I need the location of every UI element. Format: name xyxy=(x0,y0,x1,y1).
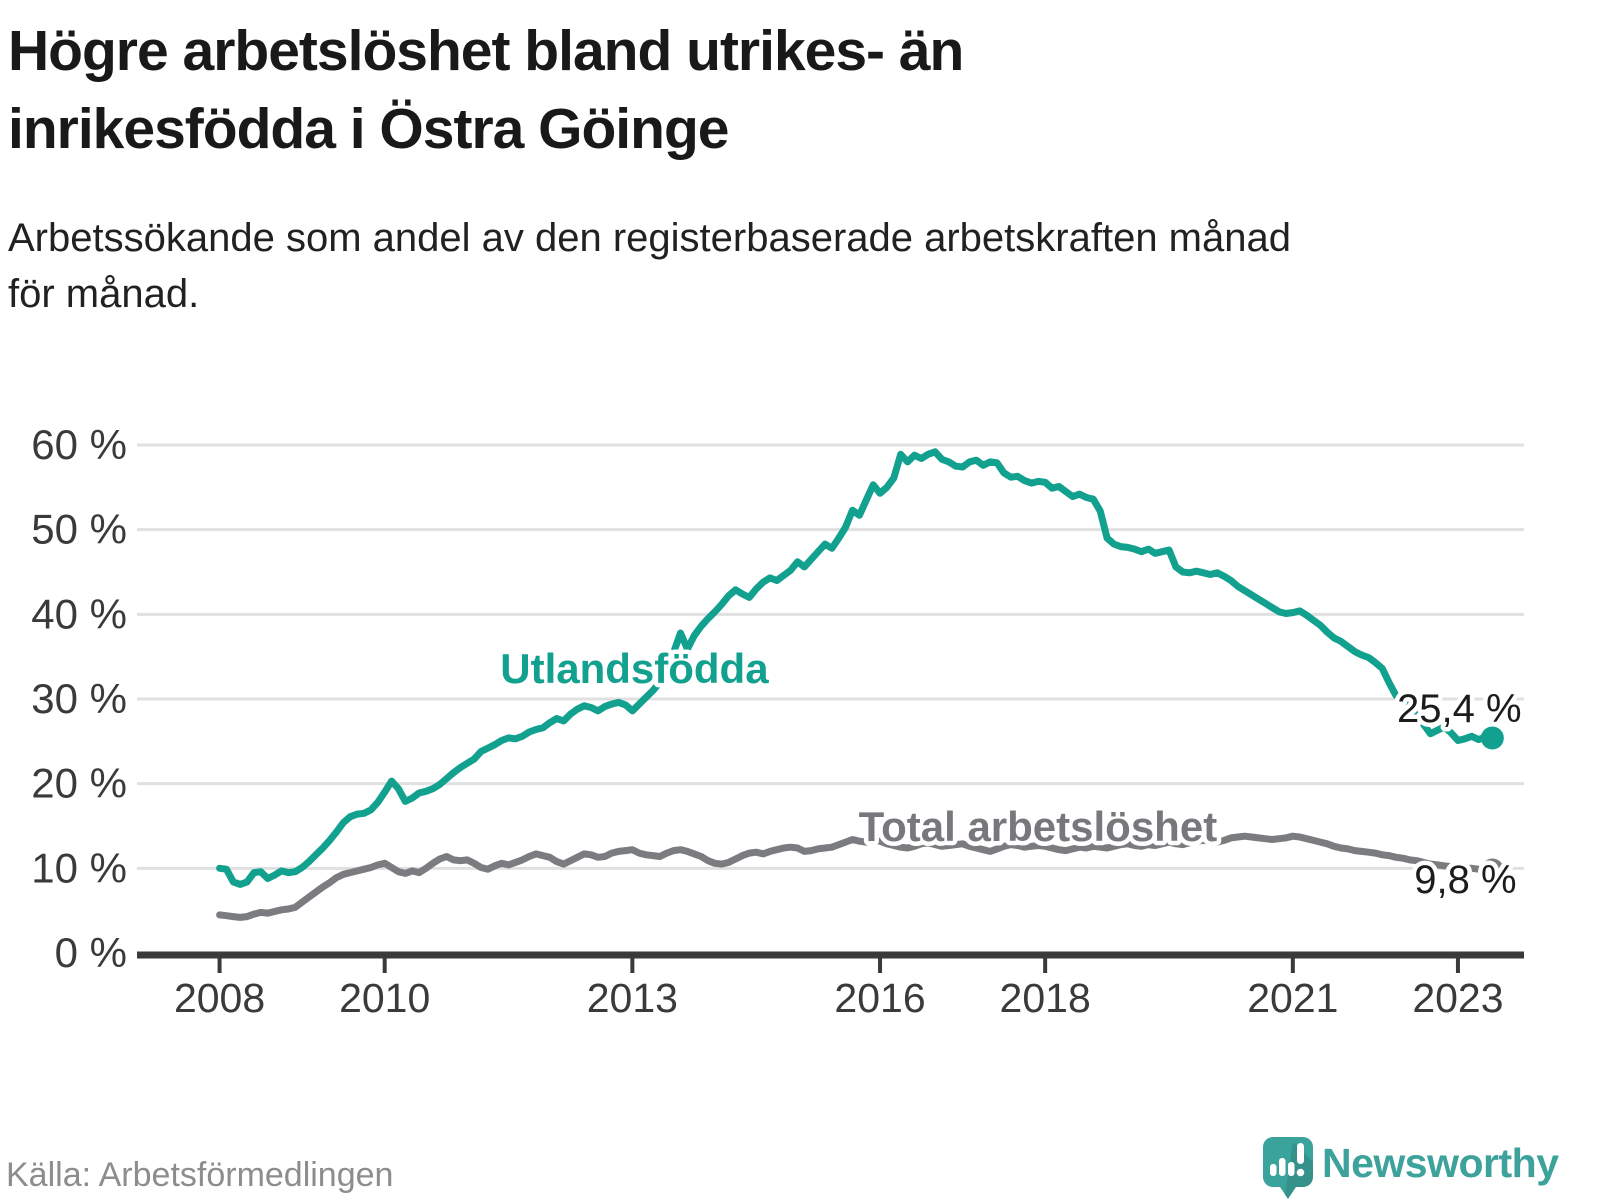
page-title-line2: inrikesfödda i Östra Göinge xyxy=(8,97,730,161)
annotation-9-8-: 9,8 % xyxy=(1414,858,1516,902)
utlandsf-dda-end-dot xyxy=(1480,726,1504,750)
bar-chart-glyph-bar1 xyxy=(1270,1164,1277,1176)
x-axis-label-2010: 2010 xyxy=(339,975,430,1021)
x-axis-label-2016: 2016 xyxy=(834,975,925,1021)
newsworthy-pin-icon xyxy=(1263,1137,1313,1199)
y-axis-label-10: 10 % xyxy=(31,844,127,891)
total-arbetsl-shet-line xyxy=(216,832,1496,921)
page-subtitle-line2: för månad. xyxy=(8,272,200,316)
exclamation-mark-stem xyxy=(1297,1143,1304,1164)
x-axis-label-2008: 2008 xyxy=(174,975,265,1021)
source-credit: Källa: Arbetsförmedlingen xyxy=(6,1156,394,1194)
page-title: Högre arbetslöshet bland utrikes- än inr… xyxy=(8,12,1428,168)
x-axis-label-2018: 2018 xyxy=(1000,975,1091,1021)
annotation-total-arbetsl-shet: Total arbetslöshet xyxy=(859,803,1218,850)
newsworthy-logo: Newsworthy xyxy=(1262,1134,1592,1200)
annotation-utlandsf-dda: Utlandsfödda xyxy=(500,645,769,692)
annotation-25-4-: 25,4 % xyxy=(1397,687,1522,731)
y-axis-label-20: 20 % xyxy=(31,760,127,807)
bar-chart-glyph-bar3 xyxy=(1288,1162,1295,1176)
x-axis-label-2021: 2021 xyxy=(1247,975,1338,1021)
x-axis-label-2023: 2023 xyxy=(1412,975,1503,1021)
bar-chart-glyph-bar2 xyxy=(1279,1158,1286,1176)
utlandsf-dda-line xyxy=(216,448,1496,888)
exclamation-mark-dot xyxy=(1296,1168,1305,1177)
x-axis-label-2013: 2013 xyxy=(587,975,678,1021)
y-axis-label-30: 30 % xyxy=(31,675,127,722)
y-axis-label-50: 50 % xyxy=(31,506,127,553)
page-subtitle-line1: Arbetssökande som andel av den registerb… xyxy=(8,216,1291,260)
page-title-line1: Högre arbetslöshet bland utrikes- än xyxy=(8,19,964,83)
y-axis-label-60: 60 % xyxy=(31,421,127,468)
total-arbetsl-shet-end-dot xyxy=(1480,858,1504,882)
newsworthy-brand-text: Newsworthy xyxy=(1322,1140,1559,1186)
y-axis-label-40: 40 % xyxy=(31,590,127,637)
page-subtitle: Arbetssökande som andel av den registerb… xyxy=(8,210,1568,322)
y-axis-label-0: 0 % xyxy=(55,929,127,976)
